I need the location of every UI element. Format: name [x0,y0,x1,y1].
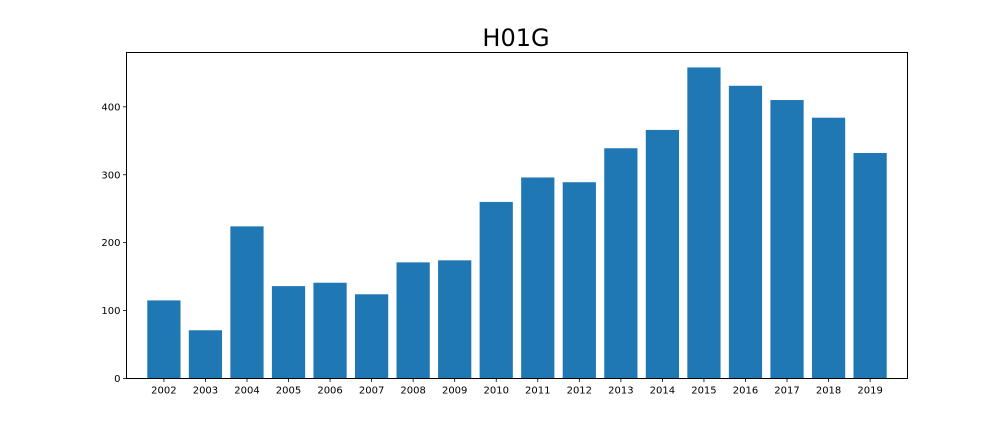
bar-2007 [355,294,388,378]
x-tick-label-2003: 2003 [193,386,218,397]
bar-2014 [646,130,679,379]
bar-2006 [313,283,346,379]
bar-2008 [397,262,430,378]
x-axis: 2002 2003 2004 2005 2006 2007 2008 2009 2010 2011… [151,379,883,397]
bar-2012 [563,182,596,378]
x-tick-label-2011: 2011 [525,386,550,397]
bar-2019 [853,153,886,378]
bar-2016 [729,86,762,379]
bar-2003 [189,330,222,378]
x-tick-label-2007: 2007 [359,386,384,397]
x-tick-label-2017: 2017 [774,386,799,397]
x-tick-label-2006: 2006 [317,386,342,397]
x-tick-label-2005: 2005 [276,386,301,397]
y-tick-label-0: 0 [114,374,120,385]
x-tick-label-2018: 2018 [816,386,841,397]
x-tick-label-2013: 2013 [608,386,633,397]
x-tick-label-2012: 2012 [567,386,592,397]
bar-2017 [770,100,803,378]
x-tick-label-2019: 2019 [857,386,882,397]
bar-2018 [812,118,845,379]
chart-title: H01G [482,24,549,52]
x-tick-label-2015: 2015 [691,386,716,397]
y-tick-label-100: 100 [101,306,120,317]
bar-2011 [521,177,554,378]
bar-2002 [147,300,180,378]
x-tick-label-2004: 2004 [234,386,259,397]
y-axis: 0 100 200 300 400 [101,102,126,385]
bars-group [147,67,886,378]
bar-2005 [272,286,305,378]
y-tick-label-200: 200 [101,238,120,249]
x-tick-label-2010: 2010 [484,386,509,397]
x-tick-label-2002: 2002 [151,386,176,397]
bar-2009 [438,260,471,378]
x-tick-label-2008: 2008 [400,386,425,397]
x-tick-label-2016: 2016 [733,386,758,397]
bar-2015 [687,67,720,378]
bar-2013 [604,148,637,378]
bar-2010 [480,202,513,379]
y-tick-label-400: 400 [101,102,120,113]
y-tick-label-300: 300 [101,170,120,181]
bar-2004 [230,226,263,378]
x-tick-label-2014: 2014 [650,386,675,397]
x-tick-label-2009: 2009 [442,386,467,397]
